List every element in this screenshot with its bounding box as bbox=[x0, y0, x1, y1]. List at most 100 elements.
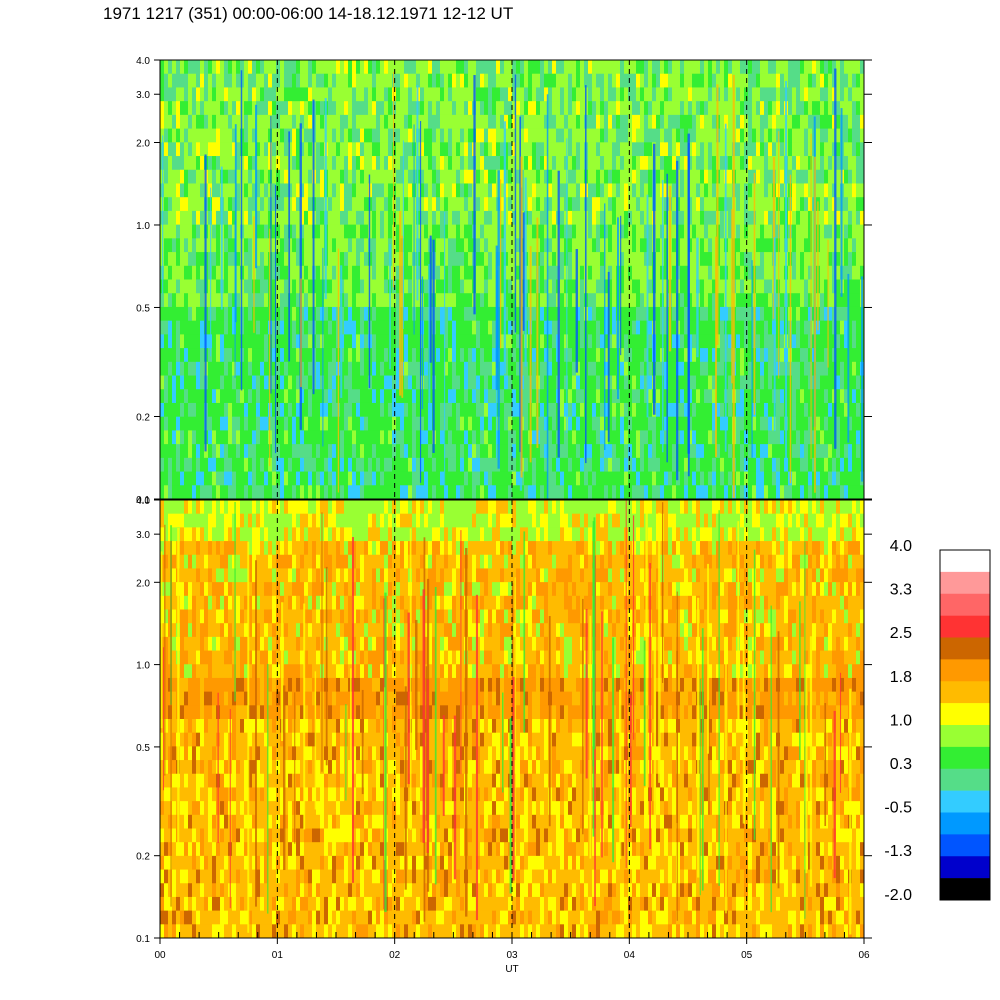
spectrogram-cell bbox=[656, 471, 660, 486]
spectrogram-cell bbox=[716, 416, 720, 431]
spectrogram-cell bbox=[596, 402, 600, 418]
spectrogram-cell bbox=[324, 389, 328, 404]
spectrogram-cell bbox=[552, 142, 556, 157]
spectrogram-cell bbox=[572, 169, 576, 184]
spectrogram-cell bbox=[464, 265, 468, 280]
spectrogram-cell bbox=[188, 197, 192, 212]
spectrogram-cell bbox=[780, 457, 784, 473]
spectrogram-cell bbox=[324, 457, 328, 473]
spectrogram-cell bbox=[668, 389, 672, 404]
spectrogram-cell bbox=[304, 73, 308, 88]
spectrogram-cell bbox=[396, 183, 400, 198]
spectrogram-cell bbox=[272, 430, 276, 445]
spectrogram-cell bbox=[384, 142, 388, 157]
spectrogram-cell bbox=[188, 334, 192, 349]
spectrogram-cell bbox=[564, 320, 568, 335]
spectrogram-cell bbox=[568, 114, 572, 130]
spectrogram-cell bbox=[500, 114, 504, 130]
spectrogram-cell bbox=[548, 293, 552, 308]
spectrogram-cell bbox=[600, 293, 604, 308]
spectrogram-cell bbox=[228, 87, 232, 102]
spectrogram-cell bbox=[672, 156, 676, 171]
spectrogram-cell bbox=[284, 183, 288, 198]
spectrogram-cell bbox=[700, 60, 704, 75]
spectrogram-cell bbox=[568, 457, 572, 473]
spectrogram-cell bbox=[620, 114, 624, 130]
spectrogram-cell bbox=[632, 375, 636, 390]
spectrogram-cell bbox=[484, 457, 488, 473]
spectrogram-cell bbox=[780, 183, 784, 198]
spectrogram-cell bbox=[160, 60, 164, 75]
spectrogram-cell bbox=[712, 430, 716, 445]
spectrogram-cell bbox=[164, 60, 168, 75]
spectrogram-cell bbox=[624, 128, 628, 143]
spectrogram-cell bbox=[292, 238, 296, 253]
spectrogram-cell bbox=[612, 265, 616, 280]
spectrogram-cell bbox=[440, 471, 444, 486]
spectrogram-cell bbox=[684, 320, 688, 335]
spectrogram-cell bbox=[700, 389, 704, 404]
spectrogram-cell bbox=[484, 320, 488, 335]
spectrogram-cell bbox=[216, 361, 220, 377]
spectrogram-cell bbox=[712, 444, 716, 459]
spectrogram-cell bbox=[224, 265, 228, 280]
spectrogram-cell bbox=[652, 128, 656, 143]
spectrogram-cell bbox=[432, 457, 436, 473]
spectrogram-cell bbox=[480, 389, 484, 404]
spectrogram-cell bbox=[216, 210, 220, 226]
spectrogram-cell bbox=[436, 128, 440, 143]
spectrogram-cell bbox=[408, 169, 412, 184]
spectrogram-cell bbox=[184, 169, 188, 184]
spectrogram-cell bbox=[404, 361, 408, 377]
spectrogram-cell bbox=[724, 485, 728, 499]
spectrogram-cell bbox=[472, 485, 476, 499]
spectrogram-cell bbox=[500, 265, 504, 280]
spectrogram-cell bbox=[384, 306, 388, 322]
spectrogram-cell bbox=[680, 238, 684, 253]
spectrogram-cell bbox=[632, 114, 636, 130]
spectrogram-cell bbox=[576, 265, 580, 280]
spectrogram-cell bbox=[724, 471, 728, 486]
spectrogram-cell bbox=[292, 293, 296, 308]
spectrogram-cell bbox=[604, 361, 608, 377]
spectrogram-cell bbox=[224, 128, 228, 143]
spectrogram-cell bbox=[392, 471, 396, 486]
spectrogram-cell bbox=[388, 457, 392, 473]
spectrogram-cell bbox=[600, 197, 604, 212]
spectrogram-cell bbox=[376, 293, 380, 308]
spectrogram-cell bbox=[160, 169, 164, 184]
spectrogram-cell bbox=[604, 348, 608, 363]
spectrogram-cell bbox=[288, 444, 292, 459]
spectrogram-cell bbox=[468, 87, 472, 102]
spectrogram-cell bbox=[288, 402, 292, 418]
spectrogram-cell bbox=[700, 457, 704, 473]
spectrogram-cell bbox=[360, 238, 364, 253]
spectrogram-cell bbox=[296, 197, 300, 212]
spectrogram-cell bbox=[640, 444, 644, 459]
spectrogram-cell bbox=[512, 252, 516, 267]
spectrogram-cell bbox=[544, 402, 548, 418]
spectrogram-cell bbox=[448, 142, 452, 157]
spectrogram-cell bbox=[728, 279, 732, 294]
spectrogram-cell bbox=[456, 142, 460, 157]
spectrogram-cell bbox=[480, 183, 484, 198]
spectrogram-cell bbox=[768, 416, 772, 431]
spectrogram-cell bbox=[608, 114, 612, 130]
spectrogram-cell bbox=[180, 169, 184, 184]
spectrogram-cell bbox=[452, 430, 456, 445]
spectrogram-cell bbox=[232, 444, 236, 459]
spectrogram-cell bbox=[328, 224, 332, 239]
spectrogram-cell bbox=[564, 416, 568, 431]
spectrogram-cell bbox=[176, 101, 180, 116]
spectrogram-cell bbox=[208, 238, 212, 253]
spectrogram-cell bbox=[632, 471, 636, 486]
spectrogram-cell bbox=[532, 471, 536, 486]
spectrogram-cell bbox=[436, 252, 440, 267]
spectrogram-cell bbox=[680, 279, 684, 294]
spectrogram-cell bbox=[372, 471, 376, 486]
spectrogram-cell bbox=[568, 279, 572, 294]
spectrogram-cell bbox=[756, 252, 760, 267]
spectrogram-cell bbox=[780, 375, 784, 390]
spectrogram-cell bbox=[572, 306, 576, 322]
spectrogram-cell bbox=[764, 87, 768, 102]
